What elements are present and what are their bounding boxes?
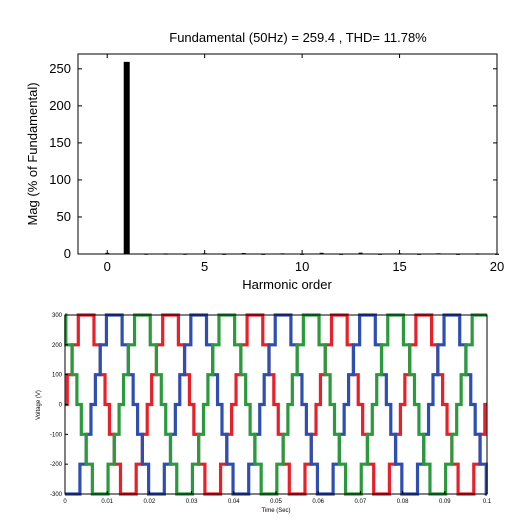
spectrum-x-axis-label: Harmonic order [242,277,332,292]
voltage-x-tick-label: 0.06 [312,499,324,505]
spectrum-title: Fundamental (50Hz) = 259.4 , THD= 11.78% [169,30,427,45]
spectrum-x-tick-label: 0 [104,259,111,274]
voltage-x-tick-label: 0.03 [186,499,198,505]
spectrum-y-ticks: 0 50 100 150 200 250 [49,61,497,261]
harmonic-spectrum-chart: Fundamental (50Hz) = 259.4 , THD= 11.78%… [25,30,504,292]
voltage-y-tick-label: -200 [50,462,63,468]
spectrum-y-axis-label: Mag (% of Fundamental) [25,82,40,225]
harmonic-bar-4 [183,253,188,255]
voltage-y-tick-label: 200 [52,343,63,349]
spectrum-plot-area [77,53,498,255]
voltage-y-tick-label: 0 [59,403,63,409]
harmonic-bar-17 [436,253,441,255]
voltage-y-ticks: -300 -200 -100 0 100 200 300 [50,313,68,498]
spectrum-y-tick-label: 200 [49,98,71,113]
spectrum-x-tick-label: 5 [201,259,208,274]
harmonic-bar-9 [280,253,285,255]
phase-voltage-chart: 0 0.01 0.02 0.03 0.04 0.05 0.06 0.07 0.08 0.09 0.1… [36,313,492,514]
voltage-x-tick-label: 0.1 [483,499,492,505]
spectrum-y-tick-label: 50 [57,209,71,224]
voltage-y-tick-label: -300 [50,492,63,498]
harmonic-bar-14 [378,253,383,255]
harmonic-bar-1 [123,61,130,254]
voltage-y-tick-label: 300 [52,313,63,319]
spectrum-y-tick-label: 100 [49,172,71,187]
voltage-x-tick-label: 0.02 [144,499,156,505]
voltage-series-line-1 [65,313,487,496]
spectrum-x-tick-label: 10 [295,259,309,274]
voltage-x-tick-label: 0.09 [439,499,451,505]
voltage-x-tick-label: 0.07 [355,499,367,505]
spectrum-y-tick-label: 150 [49,135,71,150]
voltage-y-tick-label: 100 [52,373,63,379]
harmonic-bar-12 [339,253,344,255]
spectrum-x-tick-label: 15 [392,259,406,274]
harmonic-bar-6 [222,253,227,255]
harmonic-bar-3 [163,253,168,255]
harmonic-bar-16 [417,253,422,255]
harmonic-bar-7 [241,253,246,255]
voltage-y-tick-label: -100 [50,432,63,438]
voltage-x-axis-label: Time (Sec) [261,508,290,514]
harmonic-bar-2 [144,253,149,255]
harmonic-bar-8 [261,253,266,255]
spectrum-y-tick-label: 0 [64,246,71,261]
spectrum-x-tick-label: 20 [490,259,504,274]
harmonic-bar-11 [319,252,324,255]
voltage-x-tick-label: 0.01 [101,499,113,505]
voltage-x-tick-label: 0 [63,499,67,505]
harmonic-bar-19 [475,253,480,255]
spectrum-x-ticks: 0 5 10 15 20 [104,54,504,274]
harmonic-bar-10 [300,253,305,255]
voltage-y-axis-label: Voltage (V) [36,390,42,420]
spectrum-y-tick-label: 250 [49,61,71,76]
voltage-x-tick-label: 0.08 [397,499,409,505]
voltage-x-tick-label: 0.05 [270,499,282,505]
voltage-x-tick-label: 0.04 [228,499,240,505]
voltage-x-ticks: 0 0.01 0.02 0.03 0.04 0.05 0.06 0.07 0.08 0.09 0.1 [63,491,492,505]
harmonic-bar-18 [456,253,461,255]
harmonic-bar-13 [358,252,363,254]
